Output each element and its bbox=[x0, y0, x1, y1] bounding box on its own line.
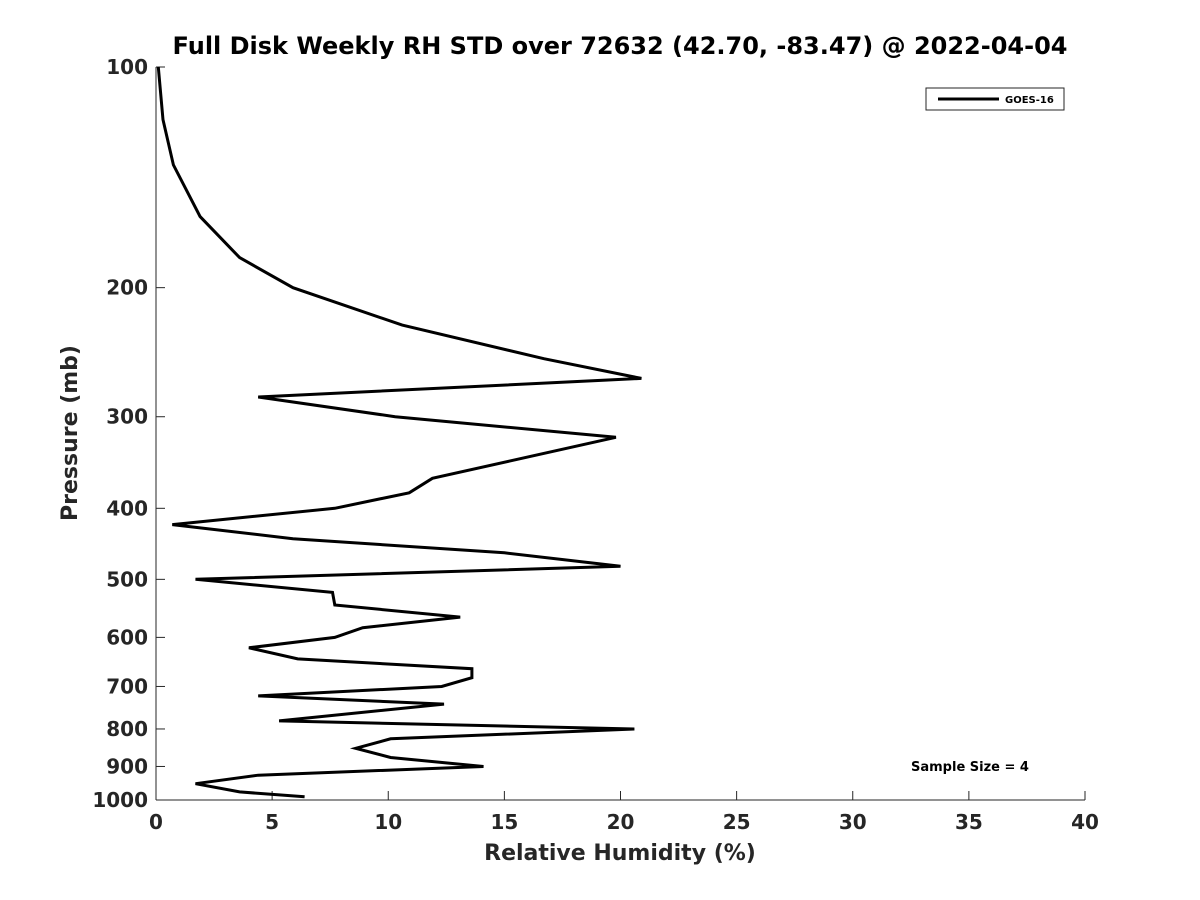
y-tick-label: 1000 bbox=[92, 788, 148, 812]
chart-title: Full Disk Weekly RH STD over 72632 (42.7… bbox=[173, 32, 1068, 60]
y-tick-label: 100 bbox=[106, 55, 148, 79]
y-tick-label: 800 bbox=[106, 717, 148, 741]
x-tick-label: 25 bbox=[723, 810, 751, 834]
x-axis-ticks: 0 5 10 15 20 25 30 35 40 bbox=[149, 791, 1099, 834]
y-tick-label: 500 bbox=[106, 567, 148, 591]
y-tick-label: 900 bbox=[106, 754, 148, 778]
y-tick-label: 300 bbox=[106, 405, 148, 429]
x-tick-label: 40 bbox=[1071, 810, 1099, 834]
x-tick-label: 15 bbox=[490, 810, 518, 834]
legend: GOES-16 bbox=[925, 87, 1065, 111]
x-tick-label: 10 bbox=[374, 810, 402, 834]
y-tick-label: 200 bbox=[106, 276, 148, 300]
x-tick-label: 20 bbox=[607, 810, 635, 834]
y-tick-label: 400 bbox=[106, 496, 148, 520]
y-tick-label: 600 bbox=[106, 625, 148, 649]
x-tick-label: 30 bbox=[839, 810, 867, 834]
legend-label-goes-16: GOES-16 bbox=[1005, 95, 1054, 106]
y-tick-label: 700 bbox=[106, 674, 148, 698]
x-tick-label: 5 bbox=[265, 810, 279, 834]
x-axis-label: Relative Humidity (%) bbox=[484, 841, 756, 866]
x-tick-label: 35 bbox=[955, 810, 983, 834]
x-tick-label: 0 bbox=[149, 810, 163, 834]
y-axis-ticks: 100 200 300 400 500 600 700 800 900 1000 bbox=[92, 55, 165, 812]
series-line-goes-16 bbox=[156, 66, 642, 799]
plot-area bbox=[156, 67, 1085, 800]
sample-size-annotation: Sample Size = 4 bbox=[911, 760, 1029, 775]
y-axis-label: Pressure (mb) bbox=[58, 345, 83, 521]
